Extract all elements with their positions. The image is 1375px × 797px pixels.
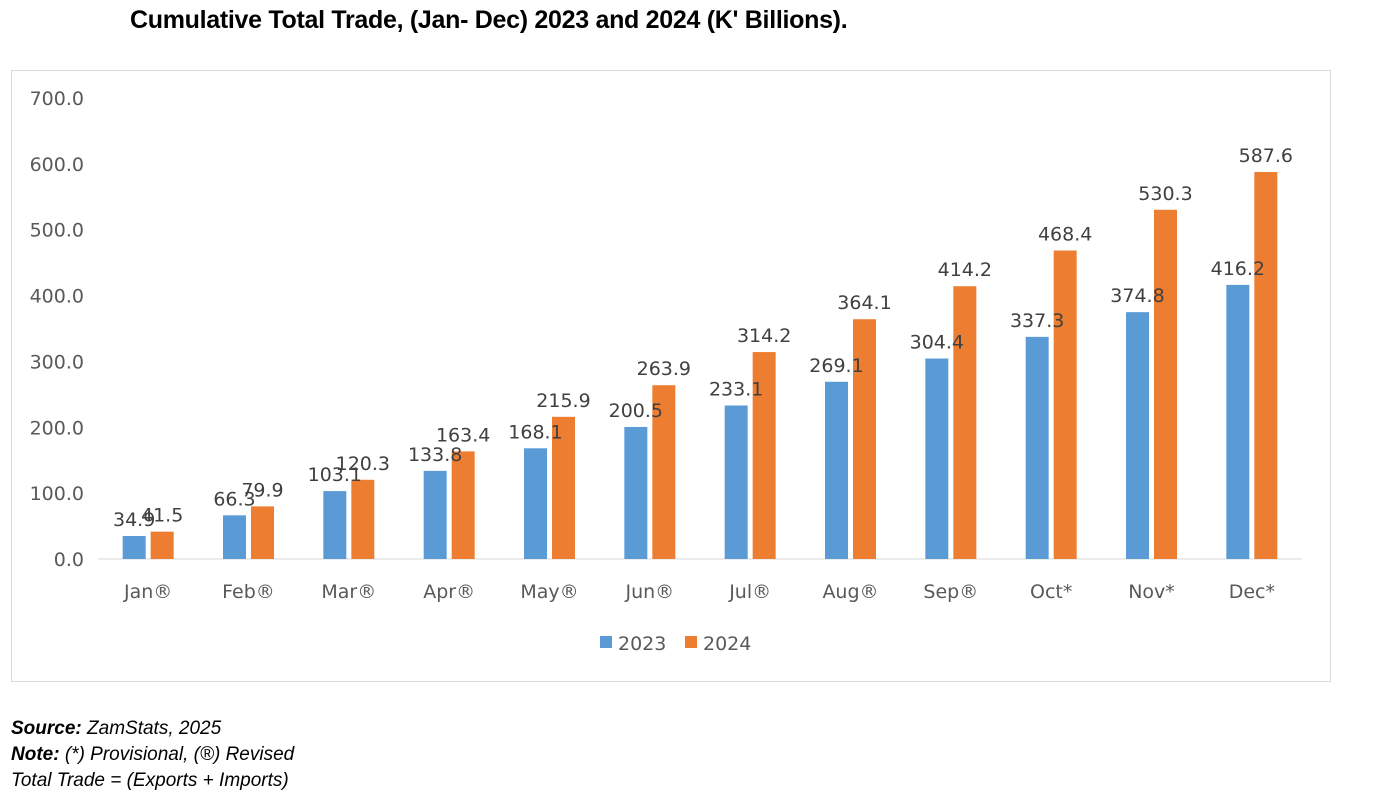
x-tick-label: Jul®	[728, 581, 771, 603]
x-tick-label: Sep®	[923, 581, 978, 603]
data-label-2023: 269.1	[809, 355, 863, 377]
data-label-2024: 414.2	[938, 259, 992, 281]
x-tick-label: Oct*	[1030, 581, 1072, 603]
bar-2023-10	[1126, 312, 1149, 559]
bar-2024-1	[251, 506, 274, 559]
legend-swatch-2024	[685, 636, 697, 648]
footnotes: Source: ZamStats, 2025 Note: (*) Provisi…	[11, 716, 294, 794]
bar-2024-8	[953, 286, 977, 559]
data-label-2023: 133.8	[408, 444, 462, 466]
data-label-2024: 120.3	[336, 453, 390, 475]
bar-2024-0	[150, 531, 174, 559]
legend-label-2023: 2023	[618, 633, 666, 655]
data-label-2023: 374.8	[1110, 285, 1164, 307]
data-label-2023: 103.1	[308, 464, 362, 486]
x-tick-label: Mar®	[321, 581, 376, 603]
data-label-2024: 364.1	[837, 292, 891, 314]
data-label-2024: 587.6	[1239, 145, 1293, 167]
bar-2024-9	[1053, 250, 1077, 559]
y-tick-label: 400.0	[30, 286, 84, 308]
data-label-2023: 168.1	[508, 421, 562, 443]
note-line: Note: (*) Provisional, (®) Revised	[11, 742, 294, 768]
y-tick-label: 100.0	[30, 483, 84, 505]
data-label-2023: 337.3	[1010, 310, 1064, 332]
y-tick-label: 600.0	[30, 154, 84, 176]
bar-2024-11	[1254, 172, 1278, 559]
bar-2024-5	[652, 385, 676, 559]
data-label-2024: 163.4	[436, 424, 490, 446]
y-tick-label: 200.0	[30, 417, 84, 439]
data-label-2024: 314.2	[737, 325, 791, 347]
legend-swatch-2023	[600, 636, 612, 648]
data-label-2024: 79.9	[241, 479, 283, 501]
data-label-2023: 66.3	[213, 488, 255, 510]
data-label-2023: 233.1	[709, 378, 763, 400]
bar-2023-5	[624, 426, 648, 559]
data-label-2024: 530.3	[1138, 183, 1192, 205]
bar-2024-10	[1154, 209, 1177, 559]
bar-2023-3	[423, 470, 447, 559]
data-label-2024: 263.9	[637, 358, 691, 380]
source-line: Source: ZamStats, 2025	[11, 716, 294, 742]
data-label-2024: 41.5	[141, 505, 183, 527]
bar-2023-6	[724, 405, 748, 559]
data-label-2023: 34.9	[113, 509, 155, 531]
data-label-2024: 468.4	[1038, 224, 1092, 246]
source-text: ZamStats, 2025	[81, 718, 222, 739]
bar-2023-4	[524, 448, 547, 559]
chart-title: Cumulative Total Trade, (Jan- Dec) 2023 …	[130, 6, 848, 34]
data-label-2023: 416.2	[1211, 258, 1265, 280]
bar-2024-2	[351, 479, 375, 559]
legend-label-2024: 2024	[703, 633, 751, 655]
bar-2024-6	[752, 352, 776, 559]
bar-2024-7	[853, 319, 876, 559]
data-label-2024: 215.9	[536, 390, 590, 412]
bar-2024-4	[552, 416, 575, 559]
bar-2023-8	[925, 358, 949, 559]
data-label-2023: 304.4	[910, 332, 964, 354]
bar-2023-9	[1025, 336, 1049, 559]
y-tick-label: 700.0	[30, 88, 84, 110]
formula-line: Total Trade = (Exports + Imports)	[11, 770, 289, 791]
data-label-2023: 200.5	[609, 400, 663, 422]
x-tick-label: May®	[520, 581, 578, 603]
chart-plot: 0.0 100.0 200.0 300.0 400.0 500.0 600.0 700.0 34…	[30, 88, 1302, 655]
y-tick-label: 0.0	[54, 549, 84, 571]
x-tick-label: Jun®	[624, 581, 674, 603]
bar-2023-0	[122, 536, 146, 559]
x-tick-label: Feb®	[222, 581, 275, 603]
x-tick-label: Aug®	[822, 581, 878, 603]
x-tick-label: Jan®	[123, 581, 172, 603]
y-tick-label: 500.0	[30, 220, 84, 242]
note-label: Note:	[11, 744, 60, 765]
source-label: Source:	[11, 718, 82, 739]
chart-frame	[11, 70, 1331, 682]
bar-2023-1	[223, 515, 246, 559]
x-tick-label: Apr®	[423, 581, 475, 603]
bar-2023-11	[1226, 284, 1250, 559]
bar-2023-2	[323, 491, 347, 559]
bar-2023-7	[825, 381, 848, 559]
x-tick-label: Dec*	[1229, 581, 1275, 603]
x-tick-label: Nov*	[1128, 581, 1175, 603]
note-text: (*) Provisional, (®) Revised	[59, 744, 295, 765]
y-tick-label: 300.0	[30, 351, 84, 373]
bar-2024-3	[451, 451, 475, 559]
